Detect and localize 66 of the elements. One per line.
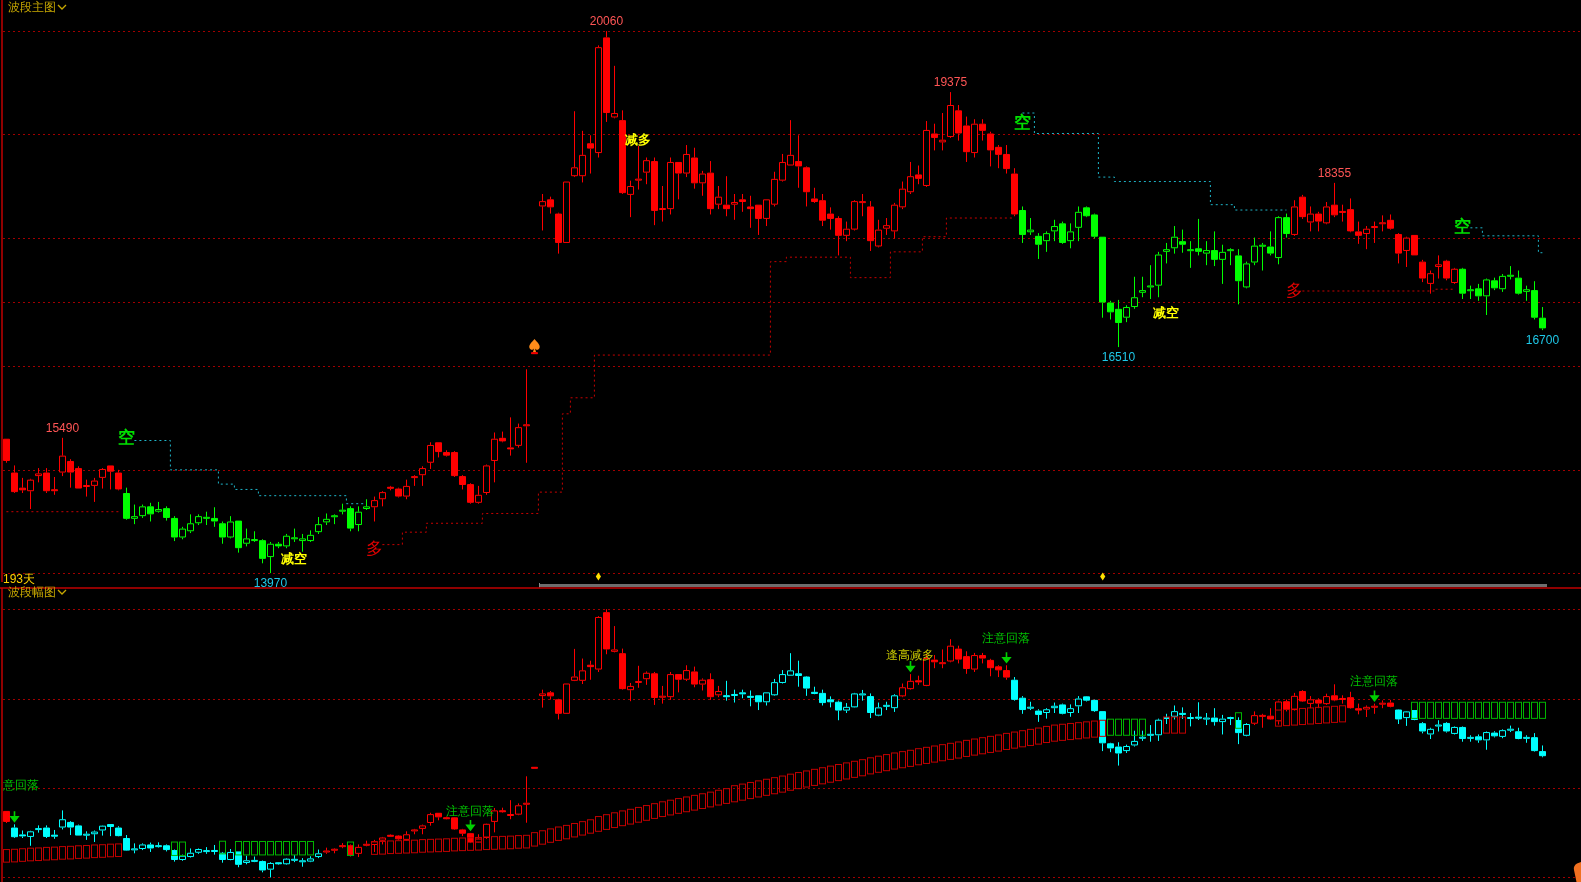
annotation: 减空: [1153, 304, 1180, 320]
candlestick: [515, 423, 522, 449]
candlestick: [611, 65, 618, 119]
candlestick: [635, 145, 642, 191]
annotation: 注意回落: [982, 631, 1031, 645]
candlestick: [1163, 242, 1170, 264]
candlestick: [339, 842, 346, 849]
candlestick: [115, 469, 122, 491]
candlestick: [803, 675, 810, 697]
annotation: 13970: [253, 576, 288, 591]
candlestick: [1139, 276, 1146, 298]
candlestick: [379, 490, 386, 507]
chart-title: 波段主图: [8, 0, 56, 14]
annotation: 空: [117, 427, 135, 447]
candlestick: [1371, 221, 1378, 244]
candlestick: [939, 648, 946, 669]
candlestick: [363, 840, 370, 847]
annotation: 多: [365, 538, 383, 558]
candlestick: [523, 368, 530, 464]
candlestick: [1011, 167, 1018, 217]
annotation: 19375: [933, 75, 968, 90]
candlestick: [483, 464, 490, 496]
candlestick: [355, 843, 362, 858]
candlestick: [531, 766, 538, 769]
annotation: 16700: [1525, 333, 1560, 348]
candlestick: [115, 825, 122, 837]
annotation: 减空: [281, 550, 308, 566]
annotation: 空: [1453, 216, 1471, 236]
annotation: 16510: [1101, 350, 1136, 365]
candlestick: [739, 193, 746, 213]
annotation: 空: [1013, 112, 1031, 132]
annotation: 18355: [1317, 165, 1352, 180]
candlestick: [91, 830, 98, 843]
candlestick: [3, 810, 10, 824]
candlestick: [411, 828, 418, 835]
candlestick: [419, 824, 426, 835]
annotation: 注意回落: [1350, 674, 1399, 688]
candlestick: [523, 775, 530, 824]
candlestick: [419, 465, 426, 487]
candlestick: [635, 665, 642, 689]
candlestick: [939, 112, 946, 151]
annotation: 意回落: [2, 778, 39, 792]
candlestick: [507, 416, 514, 457]
annotation: 20060: [589, 14, 624, 29]
candlestick: [731, 193, 738, 221]
candlestick: [411, 474, 418, 487]
candlestick: [323, 512, 330, 526]
annotation: 多: [1285, 280, 1303, 300]
candlestick: [739, 689, 746, 699]
candlestick: [531, 352, 538, 355]
candlestick: [1227, 247, 1234, 266]
candlestick: [315, 516, 322, 535]
candlestick: [1539, 744, 1546, 758]
bar: [1235, 712, 1242, 729]
candlestick: [723, 175, 730, 217]
candlestick: [331, 513, 338, 525]
candlestick: [1131, 276, 1138, 310]
chart-title: 波段幅图: [8, 585, 56, 599]
candlestick: [1539, 306, 1546, 331]
candlestick: [3, 438, 10, 464]
annotation: 15490: [45, 420, 80, 435]
candlestick: [315, 849, 322, 859]
annotation: 注意回落: [446, 804, 495, 818]
candlestick: [803, 165, 810, 207]
bar: [219, 840, 226, 855]
annotation: 193天: [3, 572, 36, 586]
